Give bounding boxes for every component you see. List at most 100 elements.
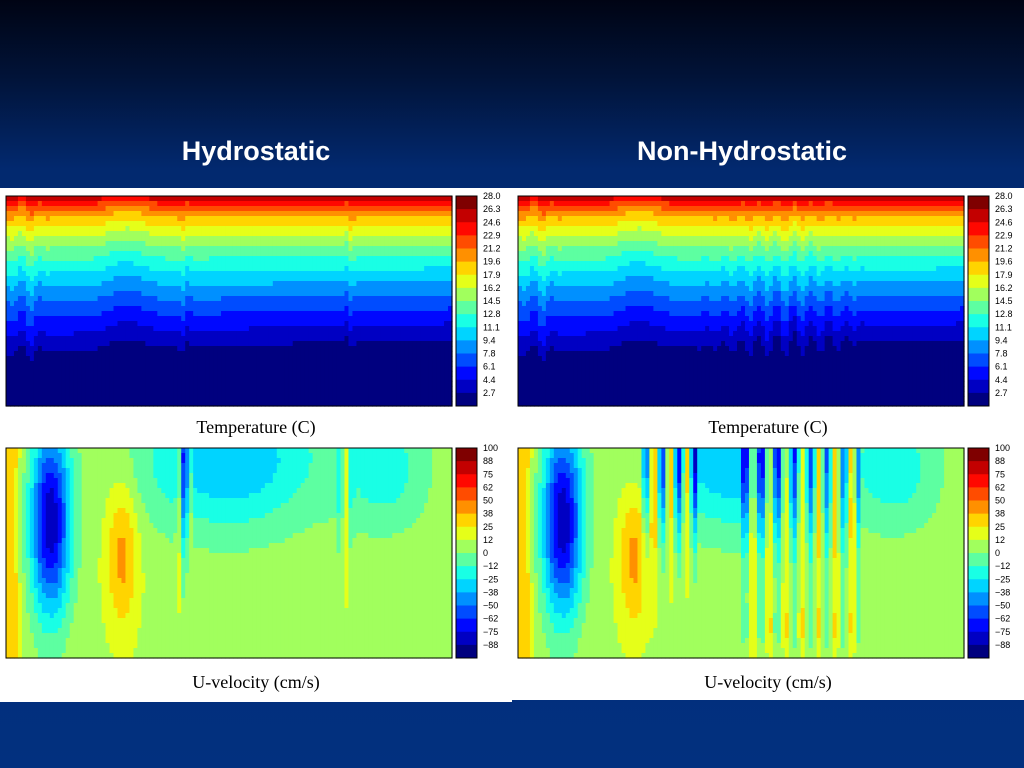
heatmap-cell [428, 371, 433, 377]
heatmap-cell [256, 331, 262, 337]
heatmap-cell [420, 211, 425, 217]
heatmap-cell [312, 448, 318, 454]
heatmap-cell [424, 366, 429, 372]
heatmap-cell [61, 391, 67, 397]
heatmap-cell [217, 261, 222, 267]
heatmap-cell [256, 301, 262, 307]
heatmap-cell [372, 231, 377, 237]
heatmap-cell [217, 448, 222, 454]
heatmap-cell [109, 226, 115, 232]
heatmap-cell [9, 261, 15, 267]
heatmap-cell [436, 453, 441, 459]
heatmap-cell [201, 256, 206, 262]
heatmap-cell [133, 401, 139, 407]
heatmap-cell [201, 453, 206, 459]
heatmap-cell [129, 256, 135, 262]
heatmap-cell [368, 271, 373, 277]
heatmap-cell [205, 371, 210, 377]
heatmap-cell [328, 371, 334, 377]
heatmap-cell [388, 296, 393, 302]
heatmap-cell [117, 401, 123, 407]
heatmap-cell [9, 291, 15, 297]
heatmap-cell [264, 381, 270, 387]
heatmap-cell [380, 261, 385, 267]
heatmap-cell [45, 396, 51, 402]
heatmap-cell [264, 346, 270, 352]
heatmap-cell [352, 396, 358, 402]
heatmap-cell [252, 216, 258, 222]
heatmap-cell [396, 386, 401, 392]
heatmap-cell [384, 241, 389, 247]
heatmap-cell [225, 241, 230, 247]
heatmap-cell [428, 366, 433, 372]
heatmap-cell [69, 386, 75, 392]
heatmap-cell [284, 311, 290, 317]
heatmap-cell [37, 311, 43, 317]
heatmap-cell [193, 291, 198, 297]
heatmap-cell [161, 201, 166, 207]
heatmap-cell [300, 291, 306, 297]
heatmap-cell [141, 346, 146, 352]
heatmap-cell [340, 321, 346, 327]
heatmap-cell [81, 361, 87, 367]
heatmap-cell [69, 206, 75, 212]
heatmap-cell [229, 321, 234, 327]
heatmap-cell [133, 351, 139, 357]
heatmap-cell [252, 226, 258, 232]
heatmap-cell [284, 201, 290, 207]
heatmap-cell [141, 391, 146, 397]
heatmap-cell [372, 216, 377, 222]
heatmap-cell [217, 321, 222, 327]
heatmap-cell [236, 241, 242, 247]
heatmap-cell [344, 281, 350, 287]
heatmap-cell [360, 261, 365, 267]
heatmap-cell [161, 351, 166, 357]
heatmap-cell [89, 331, 95, 337]
heatmap-cell [121, 448, 127, 454]
heatmap-cell [276, 261, 282, 267]
heatmap-cell [157, 326, 162, 332]
heatmap-cell [316, 311, 322, 317]
heatmap-cell [49, 256, 55, 262]
heatmap-cell [400, 448, 405, 454]
heatmap-cell [312, 346, 318, 352]
heatmap-cell [356, 291, 362, 297]
heatmap-cell [248, 296, 254, 302]
heatmap-cell [121, 366, 127, 372]
heatmap-cell [296, 261, 302, 267]
heatmap-cell [320, 266, 326, 272]
heatmap-cell [428, 281, 433, 287]
heatmap-cell [440, 306, 445, 312]
heatmap-cell [328, 366, 334, 372]
heatmap-cell [13, 241, 19, 247]
heatmap-cell [284, 366, 290, 372]
heatmap-cell [49, 351, 55, 357]
heatmap-cell [312, 251, 318, 257]
heatmap-cell [145, 391, 150, 397]
heatmap-cell [436, 366, 441, 372]
heatmap-cell [205, 261, 210, 267]
heatmap-cell [109, 366, 115, 372]
heatmap-cell [133, 286, 139, 292]
heatmap-cell [256, 271, 262, 277]
heatmap-cell [105, 256, 111, 262]
heatmap-cell [9, 221, 15, 227]
heatmap-cell [392, 206, 397, 212]
heatmap-cell [416, 448, 421, 454]
heatmap-cell [161, 226, 166, 232]
heatmap-cell [177, 196, 182, 202]
heatmap-cell [320, 381, 326, 387]
heatmap-cell [424, 453, 429, 459]
heatmap-cell [101, 206, 107, 212]
heatmap-cell [248, 361, 254, 367]
heatmap-cell [65, 301, 71, 307]
heatmap-cell [296, 236, 302, 242]
heatmap-cell [209, 356, 214, 362]
heatmap-cell [256, 391, 262, 397]
heatmap-cell [264, 246, 270, 252]
heatmap-cell [29, 266, 35, 272]
heatmap-cell [65, 236, 71, 242]
heatmap-cell [149, 246, 154, 252]
heatmap-cell [376, 351, 381, 357]
heatmap-cell [153, 448, 158, 454]
